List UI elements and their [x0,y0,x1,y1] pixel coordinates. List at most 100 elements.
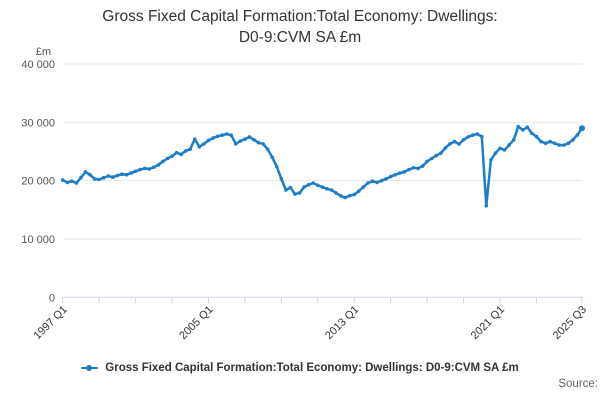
data-point-marker [530,131,534,136]
data-point-marker [502,148,507,152]
data-point-marker [311,181,316,185]
data-point-marker [211,136,215,140]
data-point-marker [170,154,174,158]
data-point-marker [452,139,457,144]
data-point-marker [566,141,571,146]
data-point-marker [142,166,147,171]
data-point-marker [70,179,74,183]
data-point-marker [480,134,484,139]
data-point-marker [516,124,520,129]
data-point-marker [320,185,325,189]
data-point-marker [183,149,188,153]
data-point-marker [206,138,211,143]
y-axis-unit-label: £m [36,46,51,58]
y-axis-tick-label: 40 000 [21,59,55,71]
data-point-marker [552,141,557,146]
data-point-marker [92,177,97,181]
data-point-marker [375,180,379,185]
y-axis-tick-label: 0 [49,292,55,304]
data-point-marker [393,173,398,177]
legend: Gross Fixed Capital Formation:Total Econ… [0,362,600,374]
data-point-marker [466,135,470,139]
data-point-marker [120,172,124,176]
data-point-marker [97,177,101,182]
data-point-marker [475,132,480,136]
data-point-marker [129,171,133,175]
data-point-marker [420,164,425,168]
data-point-marker [579,125,585,132]
data-point-marker [316,183,320,188]
data-point-marker [115,173,120,178]
data-point-marker [101,175,106,180]
data-point-marker [297,191,302,195]
data-point-marker [411,166,416,170]
data-point-marker [379,178,384,183]
data-point-marker [370,179,375,183]
data-point-marker [79,175,83,180]
data-point-marker [534,134,539,139]
data-point-marker [448,142,452,146]
data-point-marker [161,159,165,164]
data-point-marker [439,151,443,155]
data-point-marker [521,128,525,132]
data-point-marker [247,135,252,139]
data-point-marker [293,192,297,196]
data-point-marker [256,140,261,145]
chart-title-line1: Gross Fixed Capital Formation:Total Econ… [102,8,498,25]
data-point-marker [562,143,566,147]
data-point-marker [288,185,293,190]
data-point-marker [124,173,129,177]
data-point-marker [484,203,489,208]
data-point-marker [343,195,347,200]
data-point-marker [193,137,197,141]
data-point-marker [539,139,543,144]
data-point-marker [384,177,388,181]
data-point-marker [188,147,192,151]
data-point-marker [434,153,439,158]
data-point-marker [106,174,111,178]
data-point-marker [147,167,152,171]
data-point-marker [334,191,338,195]
data-point-marker [279,177,284,181]
data-point-marker [543,141,548,146]
x-axis-tick-label: 2005 Q1 [177,304,215,342]
data-point-marker [238,139,243,143]
data-point-marker [493,151,498,155]
x-axis-tick-label: 1997 Q1 [31,304,69,342]
data-point-marker [133,169,138,174]
data-point-marker [470,133,475,137]
data-point-marker [265,147,270,151]
data-point-marker [65,180,70,185]
data-point-marker [338,194,343,198]
data-point-marker [361,185,366,189]
series-line [61,125,584,207]
data-point-marker [571,138,575,142]
y-axis-tick-label: 20 000 [21,176,55,188]
data-point-marker [575,133,580,137]
data-point-marker [224,132,229,136]
data-point-marker [165,156,170,161]
legend-series-marker-icon [81,364,99,373]
y-axis-tick-label: 30 000 [21,117,55,129]
data-point-marker [457,142,461,146]
data-point-marker [152,165,156,169]
data-point-marker [416,166,420,171]
data-point-marker [357,189,361,193]
y-axis-tick-label: 10 000 [21,234,55,246]
data-point-marker [352,192,357,197]
data-point-marker [407,167,411,172]
data-point-marker [74,181,79,185]
source-note: Source: [558,378,598,390]
data-point-marker [443,146,448,150]
data-point-marker [111,175,115,179]
data-point-marker [429,156,434,161]
legend-series-label: Gross Fixed Capital Formation:Total Econ… [105,362,519,374]
data-point-marker [60,178,65,182]
data-point-marker [275,164,279,169]
chart-title-line2: D0-9:CVM SA £m [238,29,362,46]
data-point-marker [215,134,220,139]
data-point-marker [83,170,88,174]
data-point-marker [325,187,329,191]
data-point-marker [425,159,429,164]
